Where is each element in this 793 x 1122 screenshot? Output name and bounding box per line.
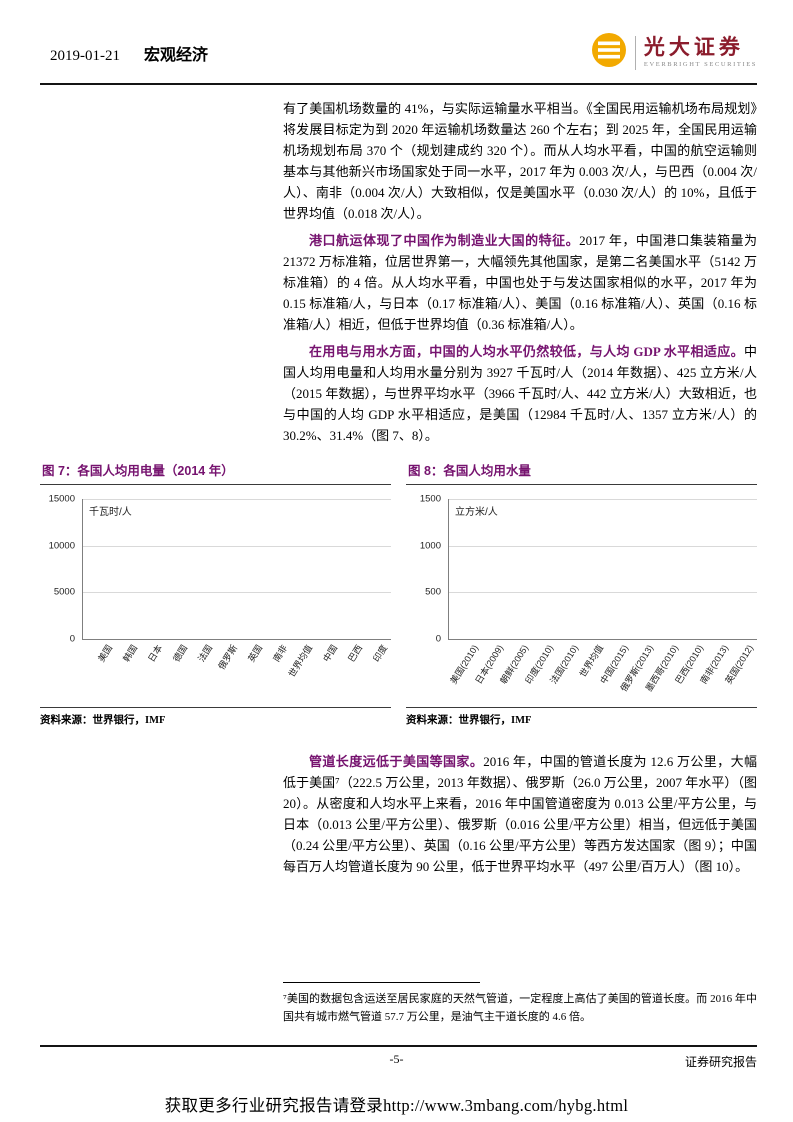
x-label-slot: 世界均值	[578, 639, 606, 705]
x-label-slot: 俄罗斯(2013)	[619, 639, 656, 705]
paragraph-lead: 管道长度远低于美国等国家。	[309, 754, 484, 769]
chart-plot-row: 0 5000 10000 15000 千瓦时/人	[40, 494, 391, 645]
x-label-slot: 印度	[361, 639, 389, 705]
x-axis-label: 印度	[370, 643, 389, 664]
figure-7-electricity: 图 7：各国人均用电量（2014 年） 0 5000 10000 15000 千瓦时/…	[40, 458, 391, 727]
electricity-bar-chart: 0 5000 10000 15000 千瓦时/人 美国 韩国 日本 德国 法国 俄罗斯 英国 南非世…	[40, 494, 391, 705]
axis-corner-spacer	[406, 639, 448, 705]
figure-8-water: 图 8：各国人均用水量 0 500 1000 1500 立方米/人 美国(2010) 日…	[406, 458, 757, 727]
bars-container	[449, 499, 757, 639]
logo-text: 光大证券 EVERBRIGHT SECURITIES	[643, 35, 757, 69]
gridline	[83, 545, 391, 547]
x-label-slot: 墨西哥(2010)	[643, 639, 680, 705]
paragraph-text: 2016 年，中国的管道长度为 12.6 万公里，大幅低于美国⁷（222.5 万…	[283, 754, 757, 874]
report-date: 2019-01-21	[50, 47, 120, 64]
paragraph-lead: 在用电与用水方面，中国的人均水平仍然较低，与人均 GDP 水平相适应。	[309, 344, 744, 359]
figure-8-title: 图 8：各国人均用水量	[406, 458, 757, 485]
y-axis-unit-label: 立方米/人	[455, 507, 498, 518]
y-tick-label: 1500	[419, 493, 441, 505]
x-label-slot: 印度(2010)	[524, 639, 556, 705]
y-axis-unit-label: 千瓦时/人	[89, 507, 132, 518]
figure-7-source: 资料来源：世界银行，IMF	[40, 707, 391, 727]
x-axis-labels: 美国(2010) 日本(2009) 朝鲜(2005) 印度(2010) 法国(2010)…	[448, 639, 757, 705]
promo-url[interactable]: http://www.3mbang.com/hybg.html	[383, 1096, 629, 1115]
figure-8-source: 资料来源：世界银行，IMF	[406, 707, 757, 727]
x-axis: 美国(2010) 日本(2009) 朝鲜(2005) 印度(2010) 法国(2010)…	[406, 639, 757, 705]
promo-line: 获取更多行业研究报告请登录http://www.3mbang.com/hybg.…	[0, 1092, 793, 1116]
x-label-slot: 德国	[162, 639, 189, 705]
plot-area: 立方米/人	[448, 499, 757, 640]
report-section: 宏观经济	[144, 46, 209, 64]
y-axis: 0 500 1000 1500	[406, 494, 448, 645]
page-header: 2019-01-21 宏观经济 光大证券 EVERBRIGHT SECURITI…	[0, 0, 793, 73]
page-content: 有了美国机场数量的 41%，与实际运输量水平相当。《全国民用运输机场布局规划》将…	[0, 85, 793, 877]
y-axis: 0 5000 10000 15000	[40, 494, 82, 645]
gridline	[449, 499, 757, 500]
water-bar-chart: 0 500 1000 1500 立方米/人 美国(2010) 日本(2009) 朝鲜(20…	[406, 494, 757, 705]
x-label-slot: 英国	[237, 639, 264, 705]
x-axis-label: 法国(2010)	[548, 643, 581, 686]
y-tick-label: 1000	[419, 540, 441, 552]
y-tick-label: 500	[425, 586, 441, 598]
footnote-divider	[283, 982, 480, 983]
paragraph-electricity-water: 在用电与用水方面，中国的人均水平仍然较低，与人均 GDP 水平相适应。中国人均用…	[283, 341, 757, 446]
gridline	[83, 499, 391, 500]
x-label-slot: 法国(2010)	[549, 639, 581, 705]
x-label-slot: 日本(2009)	[474, 639, 506, 705]
brand-name-cn: 光大证券	[643, 35, 744, 60]
y-tick-label: 0	[435, 633, 441, 645]
paragraph-lead: 港口航运体现了中国作为制造业大国的特征。	[309, 233, 580, 248]
x-label-slot: 中国(2015)	[598, 639, 630, 705]
x-axis-label: 英国(2012)	[722, 643, 755, 686]
paragraph-text: 有了美国机场数量的 41%，与实际运输量水平相当。《全国民用运输机场布局规划》将…	[283, 101, 757, 221]
x-label-slot: 英国(2012)	[723, 639, 755, 705]
y-tick-label: 15000	[48, 493, 75, 505]
x-label-slot: 世界均值	[286, 639, 314, 705]
brand-logo: 光大证券 EVERBRIGHT SECURITIES	[591, 32, 757, 73]
paragraph-text: 中国人均用电量和人均用水量分别为 3927 千瓦时/人（2014 年数据）、42…	[283, 344, 757, 443]
x-label-slot: 俄罗斯	[212, 639, 239, 705]
x-label-slot: 美国(2010)	[449, 639, 481, 705]
footnote-block: ⁷美国的数据包含运送至居民家庭的天然气管道，一定程度上高估了美国的管道长度。而 …	[283, 982, 757, 1026]
x-label-slot: 南非(2013)	[698, 639, 730, 705]
x-label-slot: 巴西	[336, 639, 364, 705]
footnote-text: ⁷美国的数据包含运送至居民家庭的天然气管道，一定程度上高估了美国的管道长度。而 …	[283, 993, 757, 1023]
y-tick-label: 5000	[53, 586, 75, 598]
report-type-label: 证券研究报告	[684, 1055, 757, 1069]
axis-corner-spacer	[40, 639, 82, 705]
logo-divider	[634, 35, 636, 70]
plot-area: 千瓦时/人	[82, 499, 391, 640]
paragraph-text: 2017 年，中国港口集装箱量为 21372 万标准箱，位居世界第一，大幅领先其…	[283, 233, 757, 332]
everbright-logo-icon	[591, 32, 627, 73]
gridline	[449, 545, 757, 547]
x-label-slot: 巴西(2010)	[673, 639, 705, 705]
x-label-slot: 日本	[137, 639, 164, 705]
footer-divider	[40, 1045, 757, 1047]
header-divider	[40, 83, 757, 85]
x-label-slot: 法国	[187, 639, 214, 705]
paragraph-ports: 港口航运体现了中国作为制造业大国的特征。2017 年，中国港口集装箱量为 213…	[283, 230, 757, 335]
gridline	[449, 592, 757, 594]
x-label-slot: 中国	[311, 639, 339, 705]
paragraph-pipelines: 管道长度远低于美国等国家。2016 年，中国的管道长度为 12.6 万公里，大幅…	[283, 751, 757, 877]
x-label-slot: 朝鲜(2005)	[499, 639, 531, 705]
brand-name-en: EVERBRIGHT SECURITIES	[643, 61, 757, 69]
chart-plot-row: 0 500 1000 1500 立方米/人	[406, 494, 757, 645]
figure-7-title: 图 7：各国人均用电量（2014 年）	[40, 458, 391, 485]
paragraph-airports: 有了美国机场数量的 41%，与实际运输量水平相当。《全国民用运输机场布局规划》将…	[283, 98, 757, 224]
y-tick-label: 0	[69, 633, 75, 645]
figures-row: 图 7：各国人均用电量（2014 年） 0 5000 10000 15000 千瓦时/…	[40, 458, 757, 727]
x-axis: 美国 韩国 日本 德国 法国 俄罗斯 英国 南非 世界均值 中国 巴西 印度	[40, 639, 391, 705]
x-axis-labels: 美国 韩国 日本 德国 法国 俄罗斯 英国 南非 世界均值 中国 巴西 印度	[82, 639, 391, 705]
x-label-slot: 韩国	[112, 639, 140, 705]
header-left: 2019-01-21 宏观经济	[50, 41, 208, 65]
y-tick-label: 10000	[48, 540, 75, 552]
bars-container	[83, 499, 391, 639]
promo-text: 获取更多行业研究报告请登录	[164, 1096, 384, 1115]
x-label-slot: 美国	[87, 639, 115, 705]
page-number: -5-	[389, 1052, 404, 1066]
gridline	[83, 592, 391, 594]
x-label-slot: 南非	[261, 639, 289, 705]
